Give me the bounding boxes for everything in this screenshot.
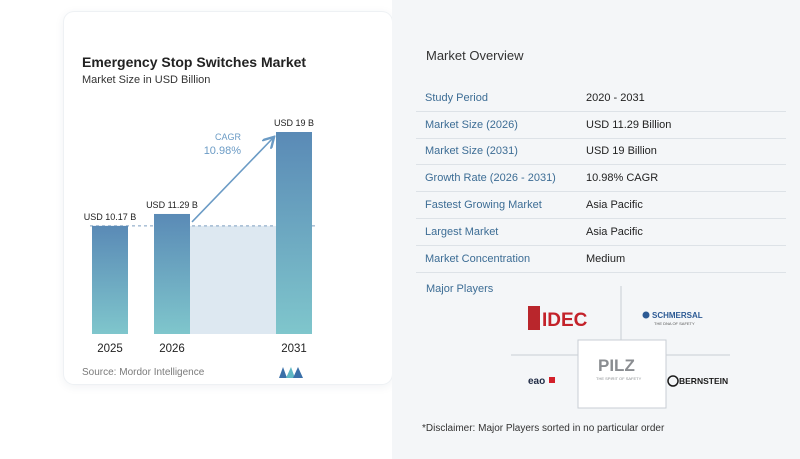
overview-panel: Market Overview Study Period 2020 - 2031 … [392, 0, 800, 459]
eao-logo: eao [528, 376, 555, 387]
row-value: USD 11.29 Billion [586, 118, 672, 131]
major-players-logos: IDEC SCHMERSAL THE DNA OF SAFETY PILZ TH… [511, 286, 730, 409]
cagr-value: 10.98% [204, 145, 242, 157]
row-label: Growth Rate (2026 - 2031) [425, 172, 556, 185]
bar-2031 [276, 132, 312, 334]
bar-2025 [92, 225, 128, 334]
idec-logo: IDEC [528, 306, 588, 331]
row-value: Medium [586, 252, 626, 265]
row-value: Asia Pacific [586, 199, 643, 212]
schmersal-logo: SCHMERSAL THE DNA OF SAFETY [642, 311, 703, 326]
logo-box-pilz [577, 339, 667, 409]
overview-title: Market Overview [426, 48, 524, 63]
data-label-2026: USD 11.29 B [146, 200, 198, 210]
table-row: Study Period 2020 - 2031 [416, 85, 786, 112]
eao-text: eao [528, 376, 545, 387]
eao-mark-icon [549, 377, 555, 383]
table-row: Market Size (2026) USD 11.29 Billion [416, 112, 786, 139]
pilz-text: PILZ [598, 356, 635, 375]
row-label: Market Size (2031) [425, 145, 518, 158]
x-tick-label: 2026 [159, 343, 185, 355]
mordor-logo-icon [279, 367, 303, 378]
table-row: Fastest Growing Market Asia Pacific [416, 192, 786, 219]
bar-chart: USD 10.17 B 2025 USD 11.29 B 2026 USD 19 B 20… [84, 118, 316, 355]
chart-card: Emergency Stop Switches Market Market Si… [64, 12, 392, 384]
row-label: Market Concentration [425, 252, 531, 265]
row-value: Asia Pacific [586, 225, 643, 238]
pilz-logo: PILZ THE SPIRIT OF SAFETY [596, 356, 642, 381]
major-players-title: Major Players [426, 283, 494, 295]
bernstein-logo: BERNSTEIN [667, 375, 728, 387]
table-row: Growth Rate (2026 - 2031) 10.98% CAGR [416, 165, 786, 193]
row-label: Largest Market [425, 225, 499, 238]
cagr-label: CAGR [215, 132, 242, 142]
row-value: USD 19 Billion [586, 145, 657, 158]
row-label: Study Period [425, 91, 488, 104]
data-label-2031: USD 19 B [274, 118, 314, 128]
table-row: Market Concentration Medium [416, 246, 786, 273]
source-text: Source: Mordor Intelligence [82, 367, 205, 378]
row-value: 10.98% CAGR [586, 172, 659, 185]
row-label: Market Size (2026) [425, 118, 518, 131]
table-row: Market Size (2031) USD 19 Billion [416, 139, 786, 166]
schmersal-mark-icon [642, 311, 650, 319]
table-row: Largest Market Asia Pacific [416, 219, 786, 246]
row-value: 2020 - 2031 [586, 91, 645, 104]
cagr-arrow [191, 138, 273, 223]
x-tick-label: 2025 [97, 343, 123, 355]
pilz-tagline: THE SPIRIT OF SAFETY [596, 376, 642, 381]
chart-subtitle: Market Size in USD Billion [82, 74, 211, 86]
projection-band [190, 225, 276, 334]
x-tick-label: 2031 [281, 343, 307, 355]
row-label: Fastest Growing Market [425, 199, 542, 212]
data-label-2025: USD 10.17 B [84, 212, 137, 222]
disclaimer-text: *Disclaimer: Major Players sorted in no … [422, 423, 665, 434]
chart-title: Emergency Stop Switches Market [82, 54, 307, 70]
idec-mark-icon [528, 306, 540, 330]
overview-table: Study Period 2020 - 2031 Market Size (202… [416, 85, 786, 273]
schmersal-tagline: THE DNA OF SAFETY [654, 321, 695, 326]
schmersal-text: SCHMERSAL [652, 311, 703, 320]
idec-text: IDEC [542, 310, 588, 331]
bar-2026 [154, 213, 190, 334]
bernstein-mark-icon [667, 375, 679, 387]
bernstein-text: BERNSTEIN [679, 376, 728, 386]
